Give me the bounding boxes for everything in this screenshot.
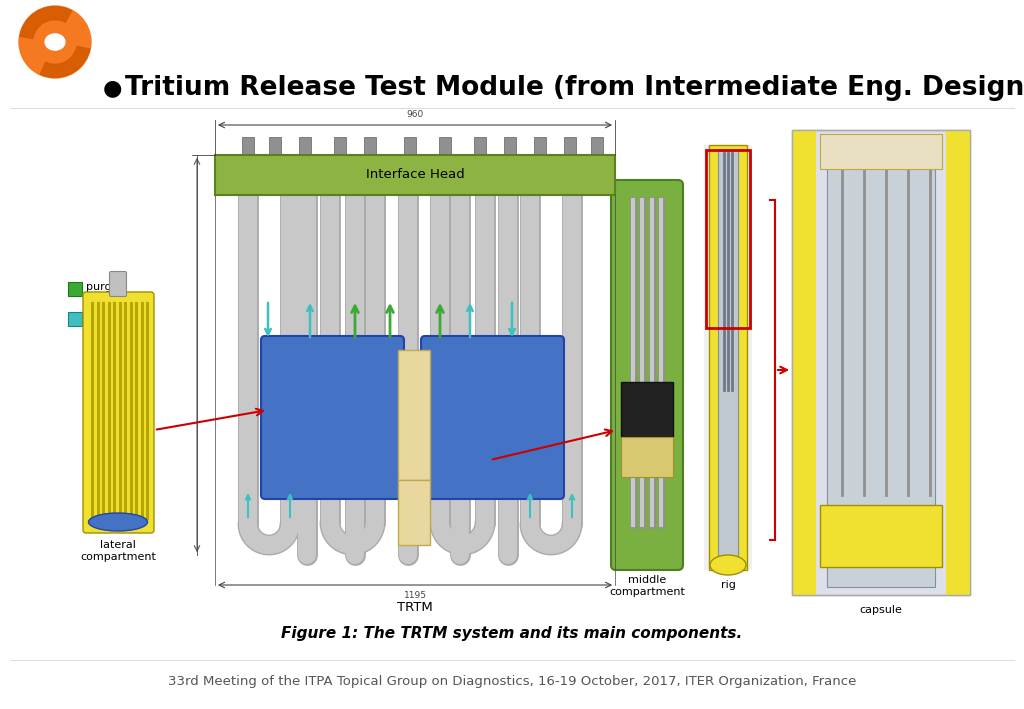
Text: capsule: capsule bbox=[859, 605, 902, 615]
Bar bbox=[706, 150, 750, 328]
Bar bbox=[564, 137, 575, 157]
Bar bbox=[474, 137, 486, 157]
Bar bbox=[242, 137, 254, 157]
Text: nifs: nifs bbox=[44, 37, 66, 47]
Text: Figure 1: The TRTM system and its main components.: Figure 1: The TRTM system and its main c… bbox=[282, 626, 742, 641]
Bar bbox=[364, 137, 376, 157]
Bar bbox=[792, 130, 970, 595]
Bar bbox=[820, 505, 942, 567]
Bar bbox=[269, 137, 281, 157]
FancyBboxPatch shape bbox=[83, 292, 154, 533]
Bar bbox=[299, 137, 311, 157]
Bar bbox=[334, 137, 346, 157]
Bar bbox=[621, 437, 673, 477]
FancyBboxPatch shape bbox=[261, 336, 404, 499]
Bar bbox=[705, 145, 752, 570]
Text: coolant
helium: coolant helium bbox=[86, 312, 127, 335]
Text: Tritium Release Test Module (from Intermediate Eng. Design Report): Tritium Release Test Module (from Interm… bbox=[125, 75, 1024, 101]
FancyBboxPatch shape bbox=[421, 336, 564, 499]
Circle shape bbox=[19, 6, 91, 78]
Text: 1195: 1195 bbox=[403, 591, 427, 600]
Ellipse shape bbox=[88, 513, 147, 531]
Bar bbox=[820, 134, 942, 169]
Bar bbox=[591, 137, 603, 157]
Bar bbox=[534, 137, 546, 157]
Text: middle
compartment: middle compartment bbox=[609, 575, 685, 598]
Bar bbox=[215, 155, 615, 195]
Bar bbox=[792, 130, 816, 595]
Bar bbox=[621, 382, 673, 437]
Text: 960: 960 bbox=[407, 110, 424, 119]
Bar bbox=[504, 137, 516, 157]
Bar bbox=[709, 145, 746, 570]
Bar bbox=[827, 138, 935, 587]
Text: Interface Head: Interface Head bbox=[366, 169, 464, 182]
Text: purge
gas: purge gas bbox=[86, 282, 119, 304]
Bar bbox=[718, 150, 738, 565]
Text: 33rd Meeting of the ITPA Topical Group on Diagnostics, 16-19 October, 2017, ITER: 33rd Meeting of the ITPA Topical Group o… bbox=[168, 675, 856, 688]
Polygon shape bbox=[20, 6, 72, 38]
Bar bbox=[398, 480, 430, 545]
Bar bbox=[68, 312, 82, 326]
Bar bbox=[404, 137, 416, 157]
Bar bbox=[68, 282, 82, 296]
Text: TRTM: TRTM bbox=[397, 601, 433, 614]
Bar bbox=[792, 130, 970, 595]
Ellipse shape bbox=[710, 555, 746, 575]
Text: rig: rig bbox=[721, 580, 735, 590]
Text: lateral
compartment: lateral compartment bbox=[80, 540, 156, 562]
Bar bbox=[398, 350, 430, 480]
Bar bbox=[946, 130, 970, 595]
FancyBboxPatch shape bbox=[611, 180, 683, 570]
Ellipse shape bbox=[45, 34, 65, 50]
Bar bbox=[439, 137, 451, 157]
Polygon shape bbox=[40, 46, 89, 77]
Text: ●: ● bbox=[103, 78, 123, 98]
FancyBboxPatch shape bbox=[110, 272, 127, 296]
